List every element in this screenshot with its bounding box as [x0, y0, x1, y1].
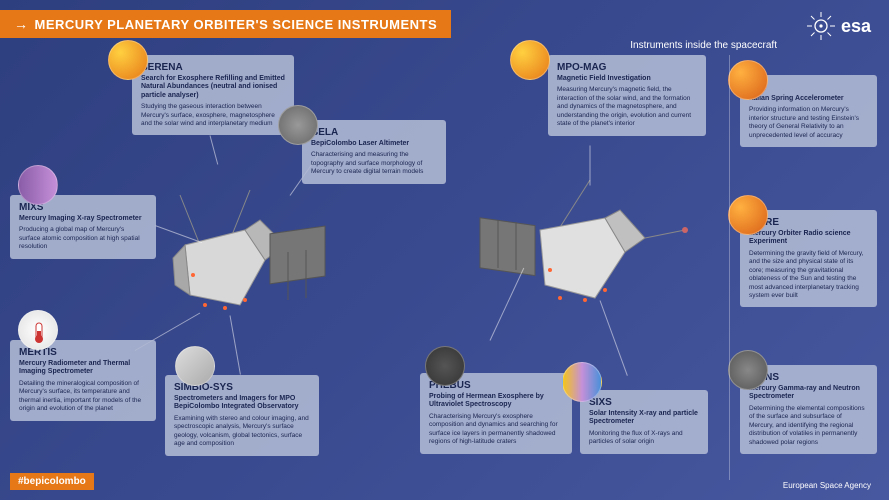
esa-logo-text: esa: [841, 16, 871, 37]
instrument-serena: SERENA Search for Exosphere Refilling an…: [132, 55, 294, 135]
instrument-name: SIXS: [589, 397, 699, 408]
header-bar: MERCURY PLANETARY ORBITER'S SCIENCE INST…: [0, 10, 451, 38]
instrument-bela: BELA BepiColombo Laser Altimeter Charact…: [302, 120, 446, 184]
simbio-icon: [175, 346, 215, 386]
connector-line: [210, 135, 219, 164]
instrument-mertis: MERTIS Mercury Radiometer and Thermal Im…: [10, 340, 156, 421]
instrument-subtitle: Spectrometers and Imagers for MPO BepiCo…: [174, 395, 310, 412]
instrument-subtitle: Solar Intensity X-ray and particle Spect…: [589, 410, 699, 427]
instrument-mixs: MIXS Mercury Imaging X-ray Spectrometer …: [10, 195, 156, 259]
header-title: MERCURY PLANETARY ORBITER'S SCIENCE INST…: [35, 17, 438, 32]
mixs-icon: [18, 165, 58, 205]
instrument-name: SERENA: [141, 62, 285, 73]
esa-logo: esa: [805, 10, 871, 42]
instrument-name: MPO-MAG: [557, 62, 697, 73]
instrument-desc: Examining with stereo and colour imaging…: [174, 415, 310, 449]
instrument-desc: Measuring Mercury's magnetic field, the …: [557, 86, 697, 128]
footer-credit: European Space Agency: [783, 481, 871, 490]
connector-line: [590, 146, 591, 186]
spacecraft-right: [460, 180, 690, 360]
inside-label: Instruments inside the spacecraft: [630, 40, 777, 51]
instrument-mpomag: MPO-MAG Magnetic Field Investigation Mea…: [548, 55, 706, 136]
phebus-icon: [425, 346, 465, 386]
mpomag-icon: [510, 40, 550, 80]
sixs-icon: [562, 362, 602, 402]
instrument-name: BELA: [311, 127, 437, 138]
instrument-subtitle: Search for Exosphere Refilling and Emitt…: [141, 75, 285, 100]
esa-logo-icon: [805, 10, 837, 42]
instrument-simbio: SIMBIO-SYS Spectrometers and Imagers for…: [165, 375, 319, 456]
serena-icon: [108, 40, 148, 80]
mertis-icon: [18, 310, 58, 350]
inside-column-divider: [729, 55, 879, 480]
instrument-subtitle: Probing of Hermean Exosphere by Ultravio…: [429, 393, 563, 410]
instrument-subtitle: Mercury Imaging X-ray Spectrometer: [19, 215, 147, 223]
spacecraft-left: [155, 190, 345, 360]
instrument-desc: Characterising and measuring the topogra…: [311, 151, 437, 176]
hashtag-badge: #bepicolombo: [10, 473, 94, 490]
instrument-desc: Studying the gaseous interaction between…: [141, 103, 285, 128]
bela-icon: [278, 105, 318, 145]
instrument-subtitle: BepiColombo Laser Altimeter: [311, 140, 437, 148]
instrument-desc: Monitoring the flux of X-rays and partic…: [589, 430, 699, 447]
instrument-desc: Producing a global map of Mercury's surf…: [19, 226, 147, 251]
instrument-subtitle: Magnetic Field Investigation: [557, 75, 697, 83]
instrument-desc: Detailing the mineralogical composition …: [19, 380, 147, 414]
instrument-desc: Characterising Mercury's exosphere compo…: [429, 413, 563, 447]
instrument-subtitle: Mercury Radiometer and Thermal Imaging S…: [19, 360, 147, 377]
instrument-sixs: SIXS Solar Intensity X-ray and particle …: [580, 390, 708, 454]
